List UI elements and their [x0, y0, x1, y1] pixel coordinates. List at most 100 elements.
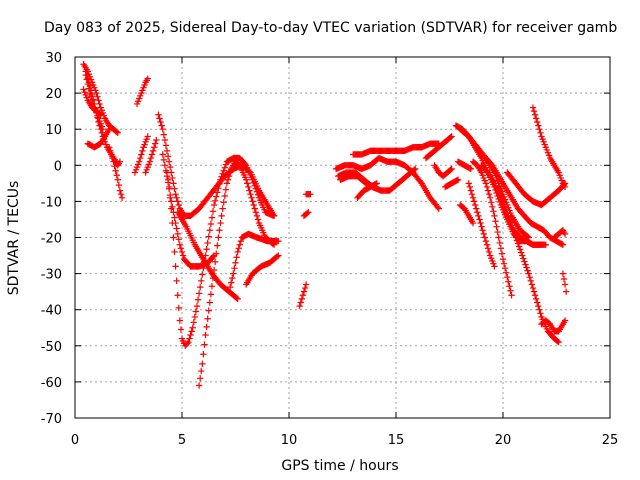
series-36 — [495, 183, 562, 346]
data-point — [470, 198, 478, 205]
data-point — [515, 243, 523, 250]
data-point — [97, 111, 104, 118]
y-tick-label: -60 — [41, 376, 62, 391]
data-point — [113, 128, 120, 136]
data-point — [177, 326, 185, 333]
x-tick-label: 15 — [388, 433, 405, 448]
data-point — [532, 295, 540, 303]
data-point — [153, 136, 160, 144]
data-point — [474, 209, 481, 216]
data-point — [274, 253, 281, 260]
data-point — [169, 174, 176, 182]
data-point — [495, 183, 502, 191]
data-point — [296, 302, 303, 310]
series-30 — [454, 158, 475, 173]
data-point — [195, 290, 203, 297]
data-point — [478, 223, 485, 230]
data-point — [205, 233, 212, 240]
data-point — [200, 351, 207, 358]
data-point — [211, 197, 219, 204]
data-point — [243, 176, 250, 183]
series-18 — [300, 209, 312, 220]
data-point — [554, 338, 561, 345]
data-point — [176, 241, 184, 248]
data-point — [225, 172, 233, 180]
series-11 — [159, 151, 218, 270]
data-point — [211, 258, 219, 266]
data-point — [254, 191, 262, 198]
data-point — [112, 167, 119, 174]
data-point — [232, 259, 239, 266]
data-point — [447, 166, 454, 174]
data-point — [95, 97, 102, 104]
data-point — [496, 239, 503, 247]
data-point — [492, 218, 499, 225]
data-point — [488, 199, 495, 206]
data-point — [88, 97, 96, 104]
series-13 — [174, 209, 241, 303]
data-point — [496, 187, 503, 194]
data-point — [106, 144, 113, 151]
data-point — [215, 184, 222, 192]
data-point — [106, 126, 113, 133]
data-point — [174, 292, 181, 299]
data-point — [508, 222, 515, 229]
data-point — [195, 382, 203, 389]
data-point — [524, 267, 531, 274]
data-point — [230, 270, 237, 277]
data-point — [223, 180, 231, 187]
data-point — [506, 283, 513, 290]
data-point — [226, 169, 234, 176]
y-axis-label: SDTVAR / TECUs — [6, 181, 22, 296]
data-point — [85, 85, 93, 92]
data-point — [196, 283, 204, 291]
data-point — [505, 278, 512, 285]
data-point — [559, 241, 567, 248]
y-tick-label: 30 — [45, 51, 62, 66]
data-point — [412, 165, 419, 173]
data-point — [254, 216, 262, 223]
data-point — [491, 212, 498, 220]
series-29 — [457, 126, 532, 241]
data-point — [532, 115, 540, 122]
series-15 — [225, 230, 282, 295]
data-point — [210, 201, 218, 209]
data-point — [176, 317, 184, 324]
data-point — [173, 194, 180, 201]
data-point — [160, 131, 168, 138]
data-point — [561, 183, 569, 191]
data-point — [99, 126, 107, 133]
data-point — [207, 220, 215, 228]
series-28 — [452, 122, 549, 248]
data-point — [198, 277, 205, 285]
data-point — [506, 216, 513, 223]
data-point — [498, 194, 506, 201]
data-point — [149, 147, 157, 155]
data-point — [202, 331, 209, 339]
y-tick-label: -70 — [41, 412, 62, 427]
data-point — [118, 194, 126, 201]
data-point — [466, 183, 474, 191]
data-point — [481, 234, 489, 241]
data-point — [146, 158, 154, 165]
data-point — [510, 228, 517, 235]
data-point — [534, 299, 541, 306]
data-point — [537, 310, 544, 317]
x-axis-label: GPS time / hours — [281, 458, 398, 474]
data-point — [158, 122, 165, 129]
data-point — [523, 264, 530, 271]
series-31 — [457, 201, 477, 227]
x-tick-label: 10 — [281, 433, 298, 448]
data-point — [233, 254, 240, 261]
data-point — [172, 263, 179, 270]
data-point — [497, 245, 505, 252]
data-point — [471, 201, 479, 209]
data-point — [500, 201, 508, 208]
data-point — [521, 258, 528, 265]
data-point — [165, 183, 173, 191]
data-point — [302, 281, 310, 288]
data-point — [152, 140, 159, 147]
data-point — [529, 284, 537, 292]
data-point — [245, 183, 252, 191]
data-point — [219, 170, 226, 177]
